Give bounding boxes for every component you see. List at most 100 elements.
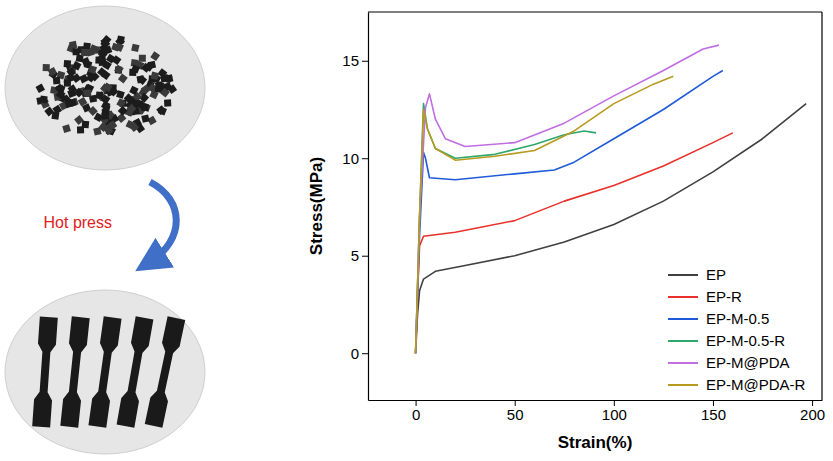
pellet [103,83,112,92]
pellet [156,105,166,115]
y-tick-label: 15 [342,52,359,69]
x-tick: 100 [602,400,627,423]
pellet [64,60,72,68]
pellet [101,70,111,80]
pellet [138,101,148,111]
specimen [32,317,58,428]
y-tick-label: 10 [342,150,359,167]
pellet [116,90,125,99]
specimen [60,316,89,427]
pellet [118,106,128,116]
pellet [118,74,128,84]
y-tick: 5 [351,247,368,264]
pellet [116,98,126,108]
x-axis-title: Strain(%) [558,433,633,452]
pellet [102,60,112,70]
pellet [72,61,81,70]
pellet [136,75,144,83]
series-line [416,45,719,353]
pellet [66,73,75,82]
figure: Hot press 0 50 100 150 200 0 5 10 15 Strain(%) Stre… [0,0,833,461]
pellet [77,126,84,133]
pellet [102,104,110,112]
series-line [416,70,723,353]
legend-swatch [668,296,698,298]
legend-item: EP-M-0.5 [668,310,769,327]
pellet [131,64,140,73]
x-tick: 200 [800,400,825,423]
pellet [129,86,138,95]
y-tick-label: 0 [351,345,359,362]
x-tick-label: 0 [412,406,420,423]
pellet [64,99,73,108]
x-tick: 150 [701,400,726,423]
y-axis-line [368,13,369,401]
pellet [112,55,122,65]
legend-item: EP-M@PDA-R [668,376,806,393]
y-tick-mark [362,353,368,354]
y-tick-mark [362,158,368,159]
specimen [145,316,185,427]
pellet [69,41,77,49]
legend-label: EP-M@PDA-R [706,376,806,393]
y-tick-mark [362,256,368,257]
frame [368,11,822,12]
series-line [416,104,596,354]
x-tick-label: 100 [602,406,627,423]
legend: EP EP-R EP-M-0.5 EP-M-0.5-R EP-M@PDA EP-M@PDA… [668,266,806,393]
y-tick-label: 5 [351,247,359,264]
pellet [67,89,76,98]
pellet [117,36,125,44]
pellet [74,88,84,98]
pellet [158,107,167,116]
pellets-photo [5,6,205,170]
pellet [88,65,97,74]
pellet [137,75,147,85]
pellet [114,65,124,75]
pellet [48,67,57,76]
process-panel: Hot press [5,6,205,454]
pellet [51,112,59,120]
pellet [151,72,159,80]
pellet [81,49,88,56]
pellet [131,44,139,52]
pellet [101,112,109,120]
process-arrow [150,182,176,262]
pellet [81,57,90,66]
y-axis-title: Stress(MPa) [307,157,326,255]
series-line [416,76,674,353]
y-axis: 0 5 10 15 [342,13,368,401]
legend-swatch [668,362,698,364]
legend-label: EP-M@PDA [706,354,790,371]
legend-label: EP-M-0.5 [706,310,769,327]
pellet [96,91,104,99]
y-tick: 0 [351,345,368,362]
pellet [103,45,112,54]
pellet [56,90,66,100]
plot-area [416,45,807,353]
x-tick-label: 50 [507,406,524,423]
pellet [95,56,102,63]
y-tick: 10 [342,150,368,167]
x-axis: 0 50 100 150 200 [369,400,826,423]
pellet [36,84,46,94]
x-tick-label: 200 [800,406,825,423]
legend-swatch [668,384,698,386]
pellet [163,74,172,83]
legend-swatch [668,340,698,342]
legend-item: EP-M@PDA [668,354,790,371]
pellet [88,106,98,116]
specimen [88,316,121,427]
legend-item: EP [668,266,726,283]
y-tick: 15 [342,52,368,69]
pellet [148,61,156,69]
pellet [116,113,126,123]
frame [821,12,822,400]
pellets [36,35,178,136]
x-axis-line [369,400,823,401]
legend-item: EP-R [668,288,742,305]
pellet [84,89,91,96]
series-line [416,133,733,353]
legend-item: EP-M-0.5-R [668,332,785,349]
pellet [164,99,171,106]
